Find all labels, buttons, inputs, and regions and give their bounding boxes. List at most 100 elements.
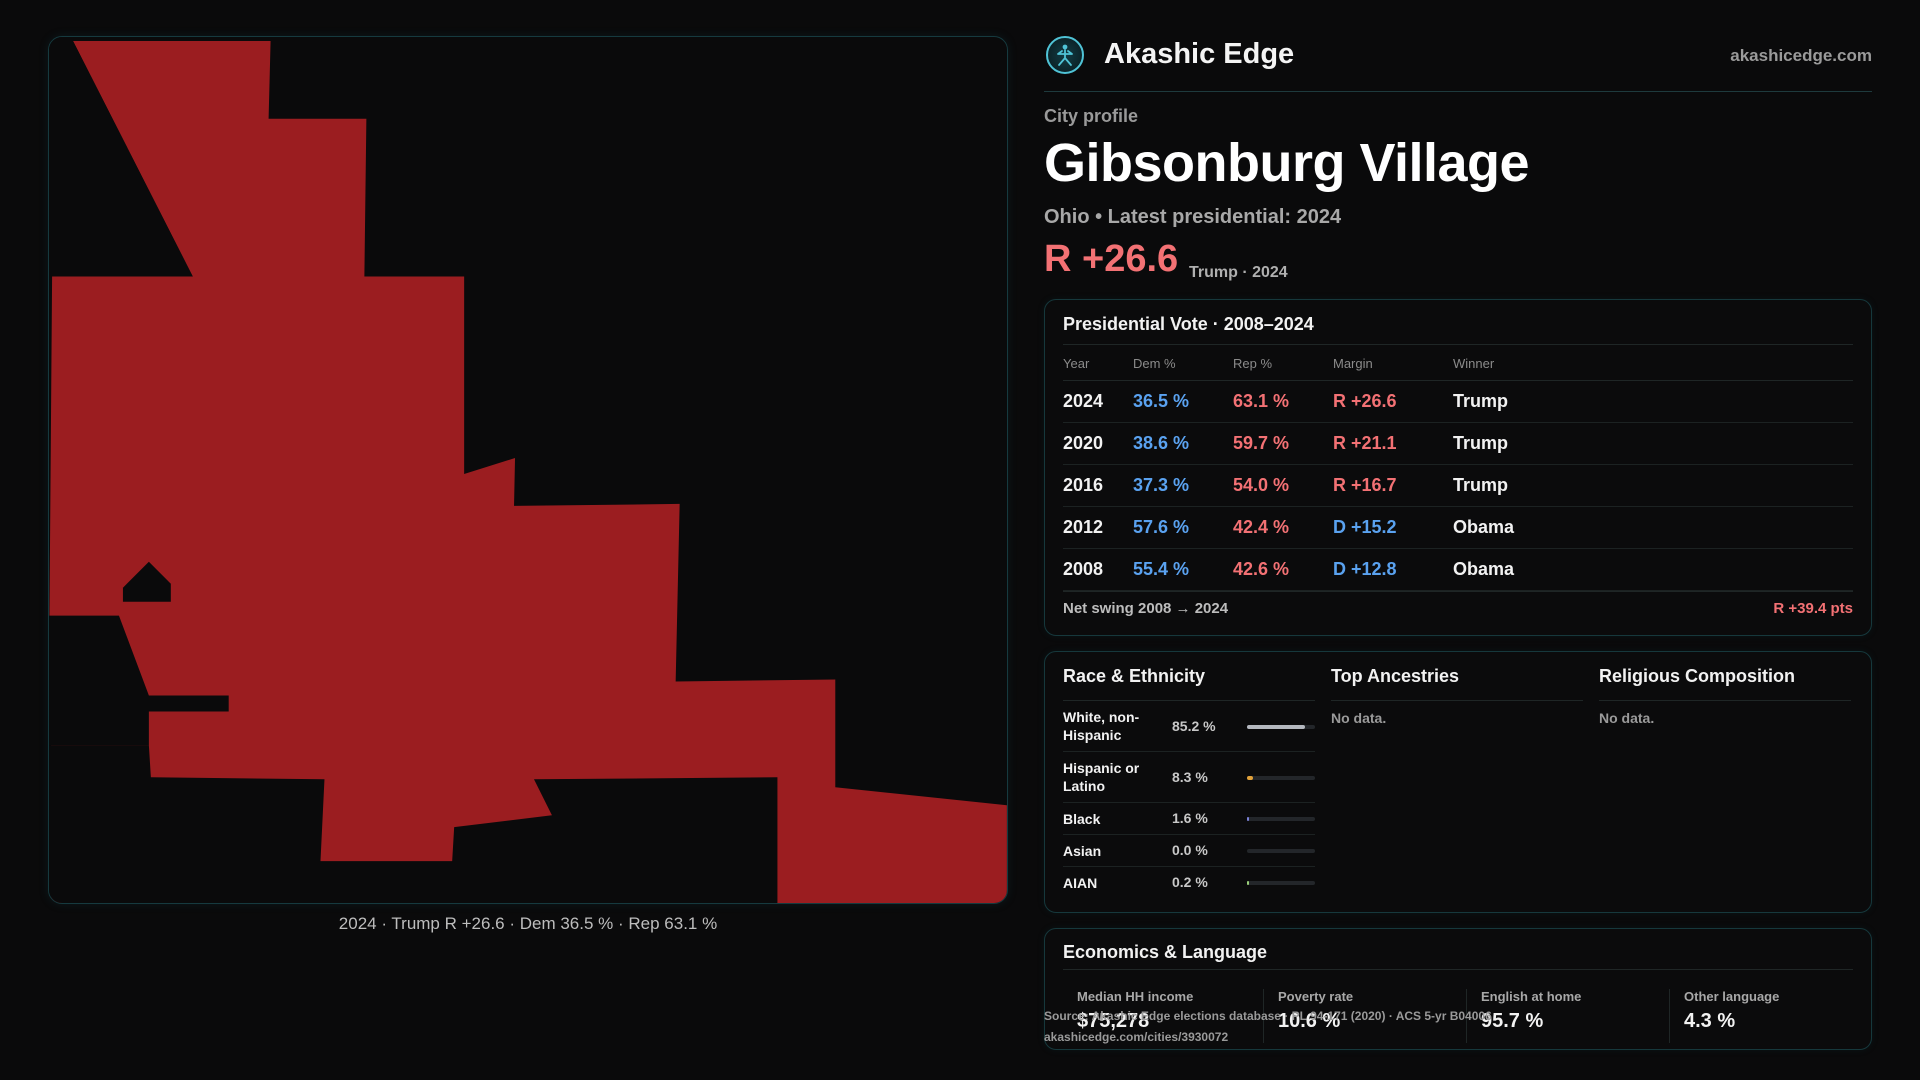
year-cell: 2024 (1063, 380, 1133, 423)
ancestries-title: Top Ancestries (1331, 666, 1460, 686)
stat-label: Other language (1684, 989, 1780, 1004)
col-dem-header: Dem % (1133, 348, 1233, 381)
race-row: Black 1.6 % (1063, 803, 1315, 835)
race-percent: 85.2 % (1172, 718, 1216, 734)
table-row: 2008 55.4 % 42.6 % D +12.8 Obama (1063, 548, 1853, 591)
dem-cell: 57.6 % (1133, 506, 1233, 549)
dem-cell: 55.4 % (1133, 548, 1233, 591)
stat-label: English at home (1481, 989, 1582, 1004)
race-percent: 0.2 % (1172, 874, 1208, 890)
stat-value: $75,278 (1077, 1010, 1150, 1032)
race-bar-fill (1247, 817, 1249, 821)
net-swing-label: Net swing 2008 → 2024 (1063, 600, 1229, 617)
table-row: 2016 37.3 % 54.0 % R +16.7 Trump (1063, 464, 1853, 507)
race-label: White, non-Hispanic (1063, 709, 1140, 743)
margin-cell: R +16.7 (1333, 464, 1453, 507)
margin-cell: D +12.8 (1333, 548, 1453, 591)
religion-empty: No data. (1599, 710, 1655, 726)
divider (1599, 700, 1851, 701)
akashic-figure-icon[interactable] (1046, 36, 1084, 74)
dem-cell: 37.3 % (1133, 464, 1233, 507)
margin-cell: D +15.2 (1333, 506, 1453, 549)
stat-label: Median HH income (1077, 989, 1194, 1004)
race-bar (1247, 849, 1315, 853)
brand-name[interactable]: Akashic Edge (1104, 38, 1295, 70)
year-cell: 2008 (1063, 548, 1133, 591)
winner-cell: Trump (1453, 422, 1853, 465)
race-row: White, non-Hispanic 85.2 % (1063, 701, 1315, 752)
rep-cell: 42.6 % (1233, 548, 1333, 591)
vote-table: Year Dem % Rep % Margin Winner 2024 36.5… (1063, 348, 1853, 591)
race-bar-fill (1247, 725, 1305, 729)
race-percent: 0.0 % (1172, 842, 1208, 858)
divider (1331, 700, 1583, 701)
ancestries-empty: No data. (1331, 710, 1387, 726)
race-row: Asian 0.0 % (1063, 835, 1315, 867)
race-label: AIAN (1063, 875, 1098, 891)
headline-margin: R +26.6 (1044, 238, 1179, 280)
race-bar (1247, 881, 1315, 885)
col-year-header: Year (1063, 348, 1133, 381)
race-row: AIAN 0.2 % (1063, 867, 1315, 899)
col-winner-header: Winner (1453, 348, 1853, 381)
stat-value: 95.7 % (1481, 1010, 1544, 1032)
source-url[interactable]: akashicedge.com/cities/3930072 (1044, 1030, 1229, 1044)
net-swing-row: Net swing 2008 → 2024 R +39.4 pts (1063, 591, 1853, 621)
religion-section: Religious Composition No data. (1599, 666, 1851, 726)
page-subtitle: Ohio • Latest presidential: 2024 (1044, 206, 1342, 228)
race-bar-fill (1247, 776, 1253, 780)
winner-cell: Obama (1453, 506, 1853, 549)
table-row: 2012 57.6 % 42.4 % D +15.2 Obama (1063, 506, 1853, 549)
economics-title: Economics & Language (1063, 942, 1268, 962)
headline-margin-note: Trump · 2024 (1189, 264, 1288, 281)
presidential-vote-card: Presidential Vote · 2008–2024 Year Dem %… (1044, 299, 1872, 636)
other-language-stat: Other language 4.3 % (1669, 989, 1779, 1043)
winner-cell: Trump (1453, 464, 1853, 507)
map-cutout (49, 745, 778, 903)
race-percent: 8.3 % (1172, 769, 1208, 785)
margin-cell: R +21.1 (1333, 422, 1453, 465)
source-citation: Source: Akashic Edge elections database … (1044, 1009, 1492, 1023)
year-cell: 2012 (1063, 506, 1133, 549)
vote-table-header: Year Dem % Rep % Margin Winner (1063, 348, 1853, 381)
city-polygon (49, 40, 1007, 903)
page-title: Gibsonburg Village (1044, 133, 1530, 193)
margin-cell: R +26.6 (1333, 380, 1453, 423)
city-boundary-map (48, 36, 1008, 904)
map-caption: 2024 · Trump R +26.6 · Dem 36.5 % · Rep … (338, 914, 718, 933)
source-note: Source: Akashic Edge elections database … (1044, 1006, 1492, 1048)
divider (1063, 700, 1315, 701)
dem-cell: 36.5 % (1133, 380, 1233, 423)
demographics-card: Race & Ethnicity White, non-Hispanic 85.… (1044, 651, 1872, 913)
ancestries-section: Top Ancestries No data. (1331, 666, 1583, 726)
brand-url[interactable]: akashicedge.com (1730, 46, 1872, 65)
divider (1063, 344, 1853, 345)
race-bar (1247, 817, 1315, 821)
map-notch (122, 561, 171, 602)
dem-cell: 38.6 % (1133, 422, 1233, 465)
table-row: 2024 36.5 % 63.1 % R +26.6 Trump (1063, 380, 1853, 423)
race-ethnicity-title: Race & Ethnicity (1063, 666, 1206, 686)
rep-cell: 42.4 % (1233, 506, 1333, 549)
map-cutout (49, 711, 149, 746)
map-cutout (49, 37, 193, 277)
median-income-stat: Median HH income $75,278 (1063, 989, 1193, 1043)
rep-cell: 59.7 % (1233, 422, 1333, 465)
table-row: 2020 38.6 % 59.7 % R +21.1 Trump (1063, 422, 1853, 465)
race-bar-fill (1247, 881, 1249, 885)
race-bar (1247, 725, 1315, 729)
rep-cell: 63.1 % (1233, 380, 1333, 423)
winner-cell: Trump (1453, 380, 1853, 423)
col-margin-header: Margin (1333, 348, 1453, 381)
stat-value: 4.3 % (1684, 1010, 1736, 1032)
economics-card: Economics & Language Median HH income $7… (1044, 928, 1872, 1050)
divider (1063, 969, 1853, 970)
city-boundary-shape (49, 37, 1007, 903)
vote-card-title: Presidential Vote · 2008–2024 (1063, 314, 1314, 334)
poverty-rate-stat: Poverty rate 10.6 % (1263, 989, 1353, 1043)
stat-label: Poverty rate (1278, 989, 1354, 1004)
religion-title: Religious Composition (1599, 666, 1795, 686)
stat-value: 10.6 % (1278, 1010, 1341, 1032)
race-row: Hispanic or Latino 8.3 % (1063, 752, 1315, 803)
map-cutout (49, 615, 229, 712)
